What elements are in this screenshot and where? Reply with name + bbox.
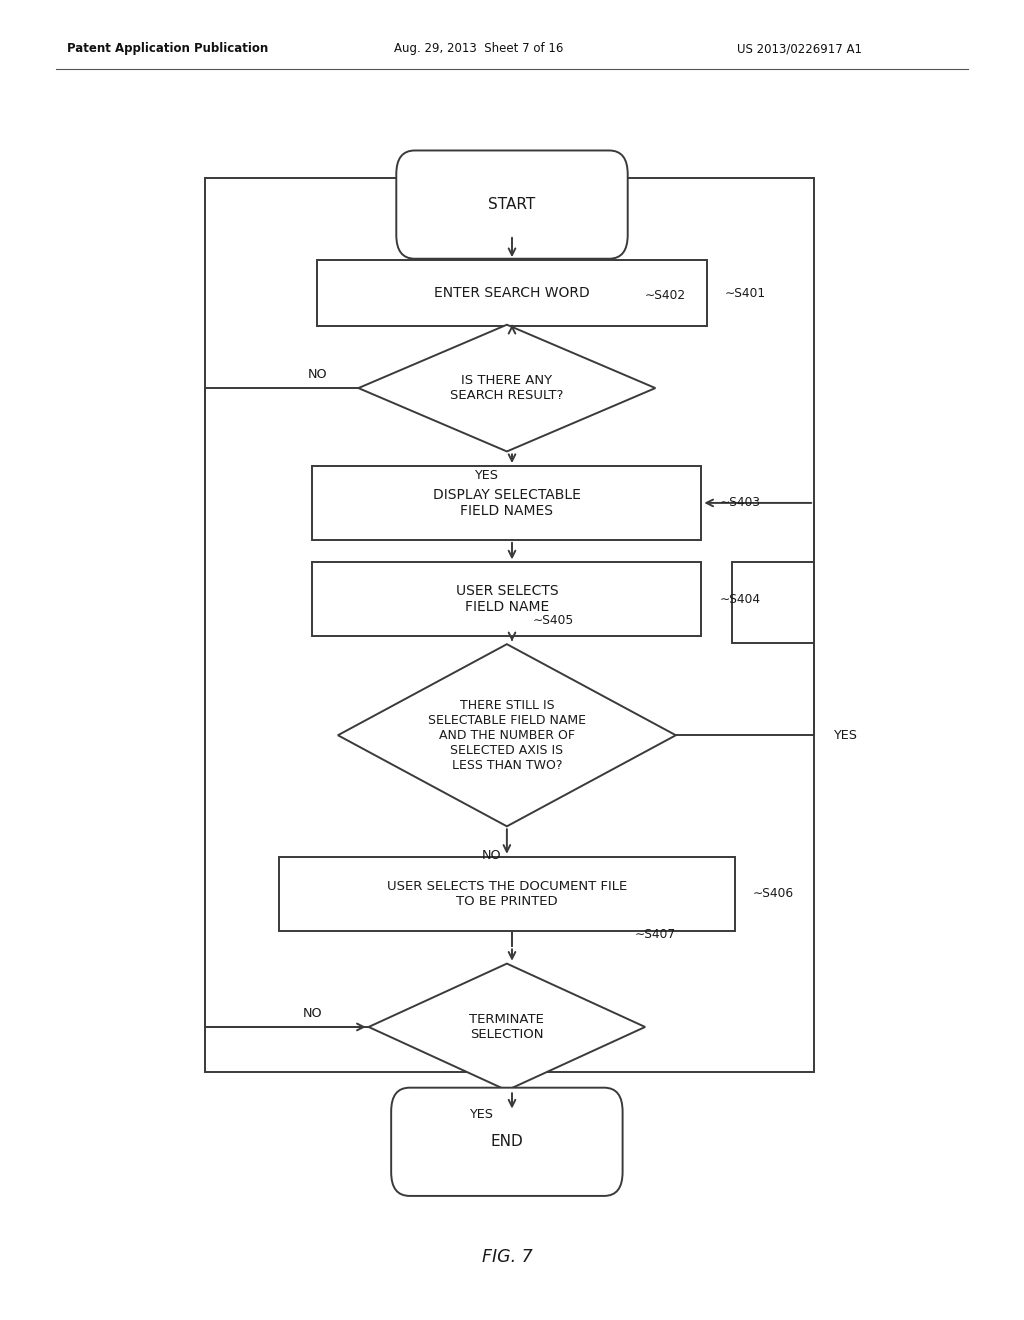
- Text: DISPLAY SELECTABLE
FIELD NAMES: DISPLAY SELECTABLE FIELD NAMES: [433, 488, 581, 517]
- Text: IS THERE ANY
SEARCH RESULT?: IS THERE ANY SEARCH RESULT?: [451, 374, 563, 403]
- Bar: [312, 562, 701, 636]
- Bar: [317, 260, 707, 326]
- FancyBboxPatch shape: [396, 150, 628, 259]
- Text: USER SELECTS THE DOCUMENT FILE
TO BE PRINTED: USER SELECTS THE DOCUMENT FILE TO BE PRI…: [387, 879, 627, 908]
- Text: Patent Application Publication: Patent Application Publication: [67, 42, 268, 55]
- Bar: [279, 857, 735, 931]
- Text: YES: YES: [469, 1107, 494, 1121]
- Text: ∼S403: ∼S403: [720, 496, 761, 510]
- Text: FIG. 7: FIG. 7: [481, 1247, 532, 1266]
- Text: THERE STILL IS
SELECTABLE FIELD NAME
AND THE NUMBER OF
SELECTED AXIS IS
LESS THA: THERE STILL IS SELECTABLE FIELD NAME AND…: [428, 698, 586, 772]
- Text: START: START: [488, 197, 536, 213]
- Text: ENTER SEARCH WORD: ENTER SEARCH WORD: [434, 286, 590, 300]
- Polygon shape: [369, 964, 645, 1090]
- Text: ∼S406: ∼S406: [754, 887, 795, 900]
- Text: NO: NO: [481, 849, 502, 862]
- FancyBboxPatch shape: [391, 1088, 623, 1196]
- Text: ∼S401: ∼S401: [725, 286, 766, 300]
- Text: Aug. 29, 2013  Sheet 7 of 16: Aug. 29, 2013 Sheet 7 of 16: [394, 42, 563, 55]
- Text: ∼S402: ∼S402: [645, 289, 686, 302]
- Text: NO: NO: [307, 368, 328, 381]
- Text: USER SELECTS
FIELD NAME: USER SELECTS FIELD NAME: [456, 585, 558, 614]
- Text: END: END: [490, 1134, 523, 1150]
- Text: TERMINATE
SELECTION: TERMINATE SELECTION: [469, 1012, 545, 1041]
- Text: US 2013/0226917 A1: US 2013/0226917 A1: [737, 42, 862, 55]
- Bar: [312, 466, 701, 540]
- Text: ∼S407: ∼S407: [635, 928, 676, 941]
- Bar: [732, 562, 814, 643]
- Text: YES: YES: [833, 729, 857, 742]
- Text: ∼S404: ∼S404: [720, 593, 761, 606]
- Bar: [205, 178, 814, 1072]
- Text: NO: NO: [302, 1007, 323, 1020]
- Polygon shape: [338, 644, 676, 826]
- Text: ∼S405: ∼S405: [532, 614, 573, 627]
- Text: YES: YES: [474, 469, 499, 482]
- Polygon shape: [358, 325, 655, 451]
